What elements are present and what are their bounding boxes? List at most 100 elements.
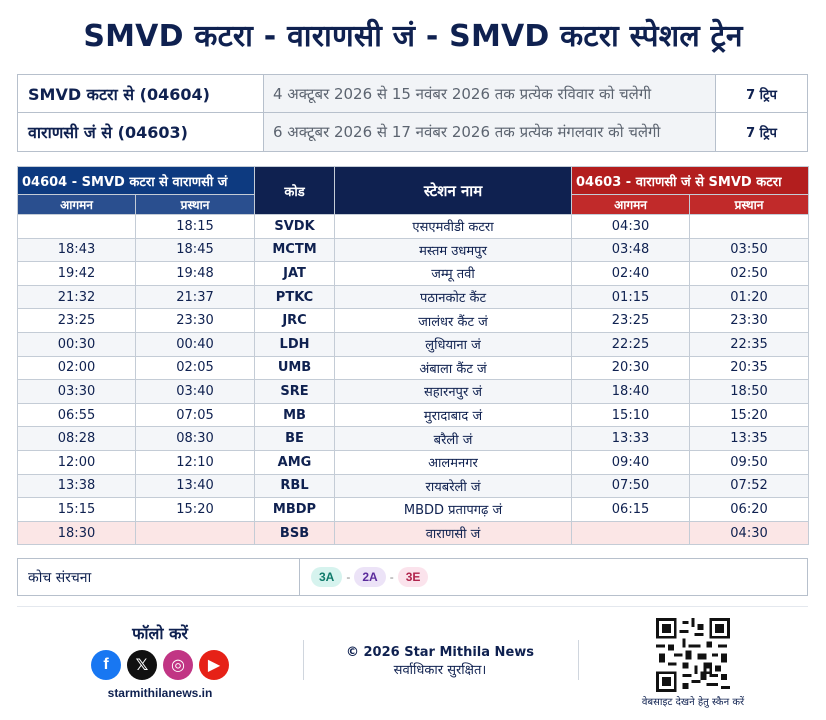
follow-section: फॉलो करें f 𝕏 ◎ ▶ starmithilanews.in — [80, 622, 240, 700]
table-row: 18:30 BSB वाराणसी जं 04:30 — [17, 520, 810, 546]
table-row: 21:32 21:37 PTKC पठानकोट कैंट 01:15 01:20 — [17, 284, 810, 310]
arrival-time: 23:25 — [571, 308, 691, 333]
separator: - — [346, 570, 351, 584]
divider — [303, 640, 304, 680]
departure-time: 09:50 — [689, 449, 810, 475]
coach-class-badge: 3E — [397, 567, 429, 587]
station-name: रायबरेली जं — [334, 473, 573, 499]
summary-schedule: 4 अक्टूबर 2026 से 15 नवंबर 2026 तक प्रत्… — [264, 75, 716, 112]
arrival-time: 19:42 — [17, 261, 136, 286]
rights-text: सर्वाधिकार सुरक्षित। — [393, 663, 487, 678]
arrival-time: 18:40 — [571, 379, 691, 404]
departure-time: 20:35 — [689, 355, 810, 381]
departure-time: 07:05 — [134, 402, 256, 428]
departure-time: 07:52 — [689, 473, 810, 499]
departure-time: 08:30 — [134, 426, 256, 451]
qr-caption: वेबसाइट देखने हेतु स्कैन करें — [641, 697, 745, 708]
station-code: PTKC — [254, 284, 336, 310]
station-code: MBDP — [254, 497, 336, 522]
departure-time: 01:20 — [689, 284, 810, 310]
table-row: 18:15 SVDK एसएमवीडी कटरा 04:30 — [17, 214, 810, 239]
summary-trips: 7 ट्रिप — [746, 87, 777, 103]
summary-row: SMVD कटरा से (04604) 4 अक्टूबर 2026 से 1… — [18, 75, 807, 113]
arrival-time: 22:25 — [571, 331, 691, 357]
arrival-time: 00:30 — [17, 331, 136, 357]
table-row: 00:30 00:40 LDH लुधियाना जं 22:25 22:35 — [17, 331, 810, 357]
youtube-icon[interactable]: ▶ — [199, 650, 229, 680]
arrival-time: 21:32 — [17, 284, 136, 310]
departure-time — [134, 520, 256, 546]
station-code: RBL — [254, 473, 336, 499]
departure-time — [689, 214, 810, 239]
page-title: SMVD कटरा - वाराणसी जं - SMVD कटरा स्पेश… — [83, 19, 743, 54]
coach-class-badge: 3A — [311, 567, 343, 587]
departure-time: 15:20 — [689, 402, 810, 428]
arrival-time: 20:30 — [571, 355, 691, 381]
arrival-time: 23:25 — [17, 308, 136, 333]
summary-trips: 7 ट्रिप — [746, 126, 777, 141]
summary-train: वाराणसी जं से (04603) — [18, 113, 264, 151]
departure-time: 02:50 — [689, 261, 810, 286]
site-link[interactable]: starmithilanews.in — [107, 686, 213, 700]
left-train-header: 04604 - SMVD कटरा से वाराणसी जं — [16, 166, 256, 195]
departure-time: 13:40 — [134, 473, 256, 499]
instagram-icon[interactable]: ◎ — [163, 650, 193, 680]
station-code: BE — [254, 426, 336, 451]
arrival-time: 03:30 — [17, 379, 136, 404]
station-name: जम्मू तवी — [334, 261, 573, 286]
arrival-time: 04:30 — [571, 214, 691, 239]
summary-row: वाराणसी जं से (04603) 6 अक्टूबर 2026 से … — [18, 113, 807, 151]
departure-time: 18:45 — [134, 237, 256, 263]
station-name: एसएमवीडी कटरा — [334, 214, 573, 239]
station-name: सहारनपुर जं — [334, 379, 573, 404]
station-code: MB — [254, 402, 336, 428]
arrival-time: 18:43 — [17, 237, 136, 263]
arrival-time: 15:10 — [571, 402, 691, 428]
station-name: वाराणसी जं — [334, 520, 573, 546]
departure-time: 06:20 — [689, 497, 810, 522]
departure-time: 02:05 — [134, 355, 256, 381]
departure-time: 13:35 — [689, 426, 810, 451]
arrival-time: 08:28 — [17, 426, 136, 451]
station-name: मुरादाबाद जं — [334, 402, 573, 428]
table-row: 08:28 08:30 BE बरैली जं 13:33 13:35 — [17, 426, 810, 451]
arrival-time: 02:40 — [571, 261, 691, 286]
arrival-time: 15:15 — [17, 497, 136, 522]
arrival-time: 18:30 — [17, 520, 136, 546]
right-train-header: 04603 - वाराणसी जं से SMVD कटरा — [571, 166, 810, 195]
departure-time: 04:30 — [689, 520, 810, 546]
departure-time: 23:30 — [134, 308, 256, 333]
table-row: 15:15 15:20 MBDP MBDD प्रतापगढ़ जं 06:15 06:2… — [17, 497, 810, 522]
station-name: बरैली जं — [334, 426, 573, 451]
arrival-time — [17, 214, 136, 239]
departure-time: 00:40 — [134, 331, 256, 357]
table-row: 03:30 03:40 SRE सहारनपुर जं 18:40 18:50 — [17, 379, 810, 404]
arrival-time: 01:15 — [571, 284, 691, 310]
coach-classes: 3A -2A -3E — [300, 559, 807, 595]
arrival-time: 03:48 — [571, 237, 691, 263]
coach-label: कोच संरचना — [18, 559, 300, 595]
station-name: जालंधर कैंट जं — [334, 308, 573, 333]
summary-table: SMVD कटरा से (04604) 4 अक्टूबर 2026 से 1… — [17, 74, 808, 152]
social-icons: f 𝕏 ◎ ▶ — [80, 650, 240, 680]
summary-schedule: 6 अक्टूबर 2026 से 17 नवंबर 2026 तक प्रत्… — [264, 113, 716, 151]
departure-header: प्रस्थान — [689, 194, 810, 215]
station-name: MBDD प्रतापगढ़ जं — [334, 497, 573, 522]
arrival-time — [571, 520, 691, 546]
coach-class-badge: 2A — [354, 567, 386, 587]
arrival-time: 07:50 — [571, 473, 691, 499]
timetable: 04604 - SMVD कटरा से वाराणसी जं कोड स्टे… — [16, 166, 810, 546]
station-code: SVDK — [254, 214, 336, 239]
follow-label: फॉलो करें — [132, 624, 188, 643]
table-row: 06:55 07:05 MB मुरादाबाद जं 15:10 15:20 — [17, 402, 810, 428]
facebook-icon[interactable]: f — [91, 650, 121, 680]
station-code: JRC — [254, 308, 336, 333]
table-row: 18:43 18:45 MCTM मस्तम उधमपुर 03:48 03:50 — [17, 237, 810, 263]
station-name: लुधियाना जं — [334, 331, 573, 357]
qr-code-icon[interactable] — [656, 618, 730, 692]
code-header: कोड — [254, 166, 336, 215]
arrival-time: 12:00 — [17, 449, 136, 475]
departure-time: 03:40 — [134, 379, 256, 404]
x-icon[interactable]: 𝕏 — [127, 650, 157, 680]
departure-time: 19:48 — [134, 261, 256, 286]
